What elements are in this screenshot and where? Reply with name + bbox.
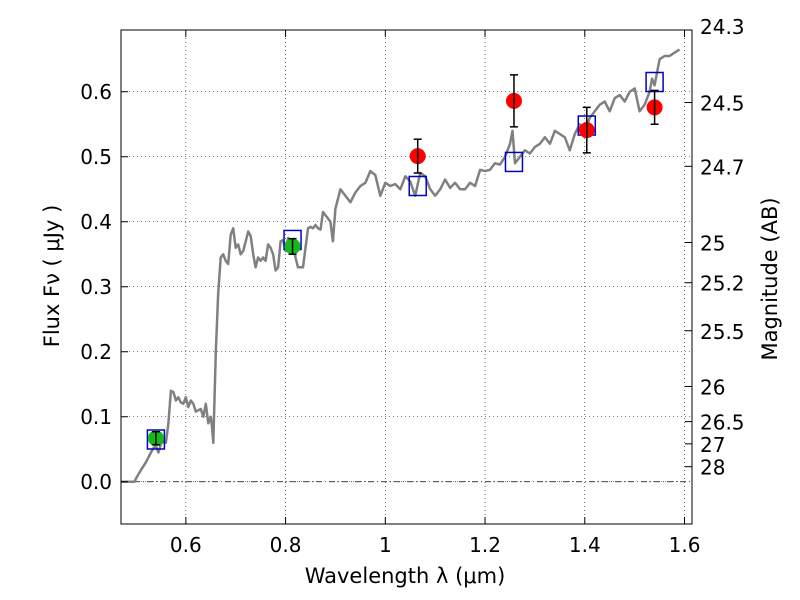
observed-photometry-series: [147, 74, 663, 447]
plot-frame: [120, 29, 693, 525]
mag-tick-label-7: 26.5: [700, 411, 745, 435]
y-tick-label-3: 0.3: [80, 275, 112, 299]
mag-tick-label-8: 27: [700, 433, 725, 457]
x-tick-label-2: 1: [379, 533, 392, 557]
y-tick-label-2: 0.2: [80, 340, 112, 364]
axis-ticks: 0.6 0.8 1 1.2 1.4 1.6 0.0 0.1 0.2 0.3 0.4 0.5 0.6 24.…: [80, 15, 744, 557]
model-photometry-series: [146, 71, 664, 450]
x-tick-label-0: 0.6: [170, 533, 202, 557]
mag-tick-label-9: 28: [700, 456, 725, 480]
y-tick-label-5: 0.5: [80, 145, 112, 169]
y2-axis-label: Magnitude (AB): [758, 197, 782, 360]
model-photometry-square-0: [146, 429, 166, 450]
x-tick-label-1: 0.8: [270, 533, 302, 557]
mag-tick-label-1: 24.5: [700, 92, 745, 116]
y-axis-label: Flux Fν ( μJy ): [40, 205, 64, 348]
mag-tick-label-0: 24.3: [700, 15, 745, 39]
y-tick-label-1: 0.1: [80, 405, 112, 429]
x-tick-label-3: 1.2: [469, 533, 501, 557]
y-tick-label-0: 0.0: [80, 470, 112, 494]
mag-tick-label-2: 24.7: [700, 155, 745, 179]
model-spectrum: [121, 48, 681, 484]
mag-tick-label-6: 26: [700, 375, 725, 399]
y-tick-label-4: 0.4: [80, 210, 112, 234]
x-tick-label-4: 1.4: [569, 533, 601, 557]
x-axis-label: Wavelength λ (μm): [305, 564, 506, 588]
model-photometry-square-3: [504, 151, 524, 173]
x-tick-label-5: 1.6: [669, 533, 701, 557]
y-tick-label-6: 0.6: [80, 80, 112, 104]
model-photometry-square-2: [408, 175, 427, 197]
model-spectrum-line: [121, 48, 681, 484]
mag-tick-label-4: 25.2: [700, 272, 745, 296]
mag-tick-label-3: 25: [700, 231, 725, 255]
mag-tick-label-5: 25.5: [700, 320, 745, 344]
